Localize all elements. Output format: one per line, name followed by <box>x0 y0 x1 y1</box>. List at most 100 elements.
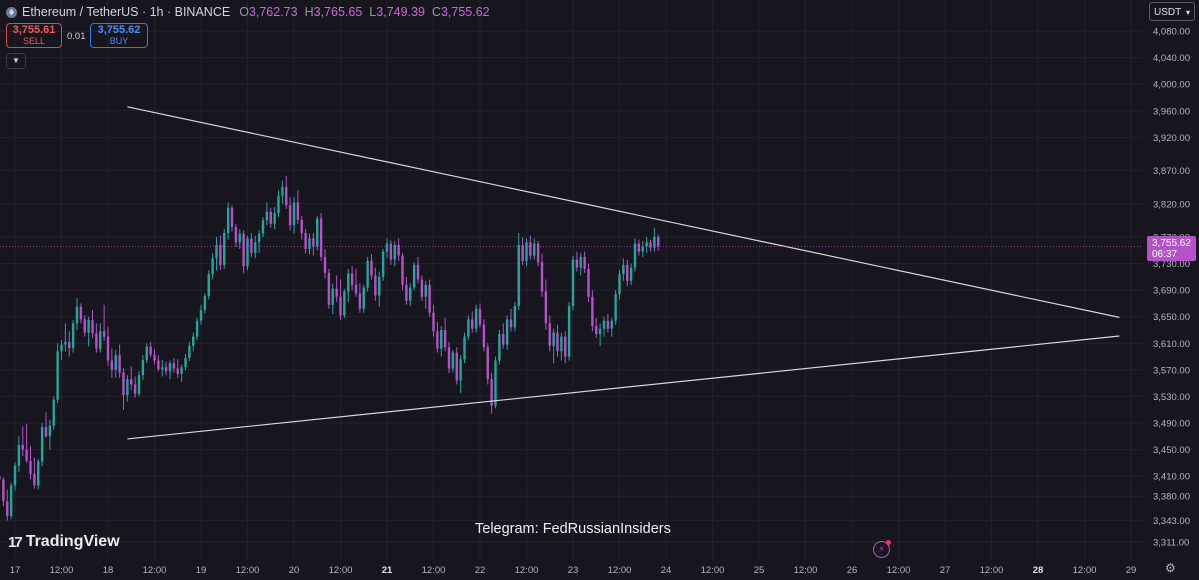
candle-body <box>288 205 292 226</box>
time-tick-label: 19 <box>196 565 207 576</box>
candle <box>490 372 493 414</box>
time-tick-label: 18 <box>103 565 114 576</box>
candle-body <box>118 355 121 373</box>
candle <box>529 235 532 260</box>
candle <box>595 318 598 338</box>
candle <box>633 238 637 272</box>
candle-body <box>610 320 613 329</box>
time-tick-label: 20 <box>289 565 300 576</box>
candle-body <box>486 347 489 380</box>
candle <box>261 217 265 237</box>
candle-body <box>629 267 633 281</box>
trendline-upper[interactable] <box>127 106 1120 318</box>
candle <box>622 258 625 281</box>
candle <box>339 279 342 320</box>
price-tick-label: 3,920.00 <box>1153 133 1190 144</box>
trendline-lower[interactable] <box>127 335 1120 440</box>
candle-body <box>2 479 5 502</box>
sell-button[interactable]: 3,755.61 SELL <box>6 23 62 48</box>
candle <box>502 323 505 349</box>
candle-body <box>9 485 13 516</box>
price-axis[interactable]: 4,080.00 4,040.00 4,000.00 3,960.00 3,920.00… <box>1143 0 1199 580</box>
candle-body <box>358 293 362 309</box>
candle-body <box>319 218 323 257</box>
candle <box>540 253 544 297</box>
symbol-title[interactable]: Ethereum / TetherUS · 1h · BINANCE <box>22 5 231 19</box>
candle-body <box>412 264 416 288</box>
candle-body <box>579 256 582 268</box>
candle <box>459 355 462 394</box>
trendlines-layer[interactable] <box>127 106 1120 440</box>
candle <box>579 252 582 276</box>
candle <box>405 276 408 305</box>
candle-body <box>64 341 67 345</box>
candle-body <box>304 233 307 249</box>
candle-body <box>420 279 424 297</box>
candle-body <box>606 320 610 329</box>
tradingview-logo[interactable]: 17 TradingView <box>8 533 120 551</box>
price-tick-label: 3,610.00 <box>1153 339 1190 350</box>
candle-body <box>362 287 365 309</box>
candle <box>308 233 311 255</box>
candle <box>180 364 183 382</box>
candle-body <box>261 220 265 234</box>
candle-body <box>102 331 106 337</box>
candle-body <box>149 346 152 355</box>
lightning-icon[interactable]: ⚡ <box>873 540 891 558</box>
time-tick-label: 12:00 <box>236 565 260 576</box>
candle-body <box>44 426 48 437</box>
candle-body <box>95 333 98 349</box>
candle-body <box>126 379 129 396</box>
high-value: 3,765.65 <box>313 5 363 19</box>
candle-body <box>122 372 125 396</box>
candle-body <box>192 336 195 346</box>
time-axis[interactable]: 17 12:00 18 12:00 19 12:00 20 12:00 21 12:00 22 12:… <box>10 565 1137 576</box>
candle-body <box>521 244 524 261</box>
candle-body <box>75 306 79 324</box>
candle-body <box>471 319 474 329</box>
candle <box>145 343 148 364</box>
candle-body <box>626 264 629 281</box>
candle <box>130 366 133 390</box>
candle <box>478 303 482 328</box>
candle <box>637 239 641 256</box>
symbol-legend: Ethereum / TetherUS · 1h · BINANCE O 3,76… <box>6 3 496 21</box>
collapse-legend-button[interactable]: ▼ <box>6 53 26 69</box>
candle-body <box>614 294 617 321</box>
candle-body <box>137 375 141 394</box>
low-label: L <box>369 5 377 19</box>
candle-body <box>424 284 427 297</box>
candle <box>285 175 288 210</box>
candle-body <box>188 345 191 358</box>
candle <box>226 202 230 240</box>
candle-body <box>184 357 187 368</box>
candle <box>234 223 238 247</box>
candle <box>114 349 117 378</box>
candle-body <box>242 233 245 267</box>
candle-body <box>653 237 656 248</box>
candle <box>122 368 125 410</box>
candle <box>548 315 551 352</box>
candle <box>571 255 575 311</box>
currency-selector[interactable]: USDT ▾ <box>1149 2 1195 21</box>
candle <box>192 332 195 352</box>
candle <box>447 341 451 374</box>
candle <box>587 263 590 303</box>
candle-body <box>467 319 470 337</box>
candle-body <box>544 291 548 324</box>
candle <box>602 316 606 337</box>
notification-dot <box>886 540 891 545</box>
price-tick-label: 3,343.00 <box>1153 516 1190 527</box>
candle <box>118 344 121 378</box>
candle <box>21 426 24 457</box>
candle-body <box>513 306 517 328</box>
candle-body <box>176 368 179 374</box>
candle-body <box>494 360 497 406</box>
candle-body <box>6 501 9 516</box>
candle <box>591 290 594 332</box>
candle <box>68 331 71 357</box>
candle-body <box>517 244 520 307</box>
buy-button[interactable]: 3,755.62 BUY <box>90 23 148 48</box>
gear-icon[interactable]: ⚙ <box>1165 561 1176 575</box>
